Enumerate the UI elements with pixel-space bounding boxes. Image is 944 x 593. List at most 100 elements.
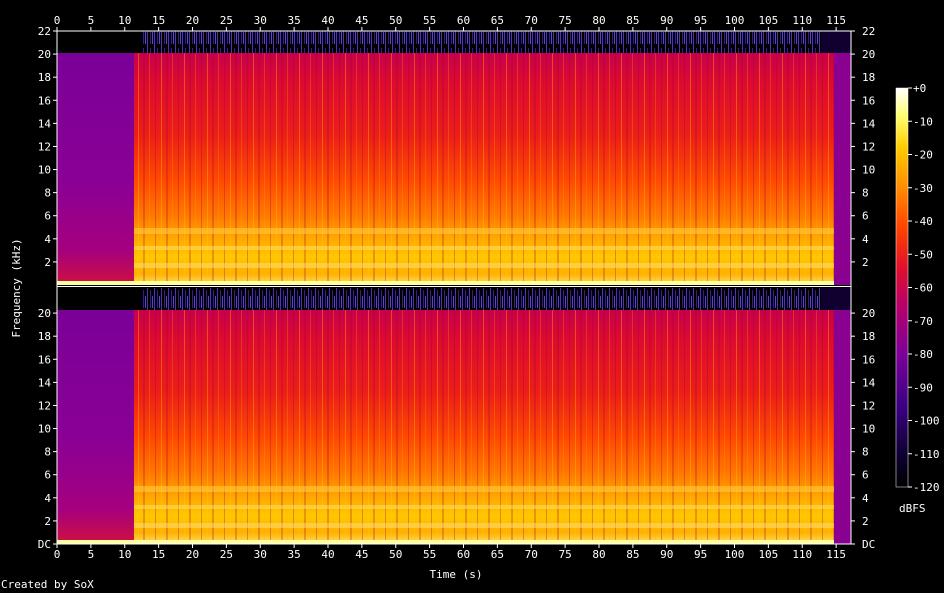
x-tick-label-top: 45: [355, 14, 368, 27]
x-axis-top-ticks: 0 5 10 15 20 25 30 35 40 45 50 55 60 65 70 75 80 85 90 95 10…: [54, 14, 846, 31]
colorbar-ticks: +0 -10 -20 -30 -40 -50 -60 -70 -80 -90 -100 -110 -12…: [908, 82, 940, 494]
y-tick-bottom-label-left: 2: [44, 515, 51, 528]
x-tick-label-top: 0: [54, 14, 61, 27]
y-tick-top-label-right: 8: [862, 187, 869, 200]
x-tick-label-top: 35: [288, 14, 301, 27]
y-tick-top-label-right: 6: [862, 210, 869, 223]
x-tick-label-top: 55: [423, 14, 436, 27]
colorbar-gradient: [895, 87, 909, 488]
x-tick-label-bottom: 95: [694, 548, 707, 561]
channel-2-spectrogram: [57, 288, 851, 544]
x-tick-label-bottom: 10: [118, 548, 131, 561]
x-tick-label-top: 70: [525, 14, 538, 27]
y-tick-top-label-left: 6: [44, 210, 51, 223]
x-tick-label-top: 100: [725, 14, 745, 27]
x-tick-label-bottom: 80: [592, 548, 605, 561]
y-tick-top-label-left: 10: [38, 164, 51, 177]
y-tick-bottom-label-left: 8: [44, 446, 51, 459]
y-tick-bottom-label-left: 10: [38, 423, 51, 436]
colorbar-label: dBFS: [899, 502, 926, 515]
y-tick-top-label-right: 14: [862, 117, 876, 130]
y-tick-bottom-label-right: 6: [862, 469, 869, 482]
y-tick-top-label-left: 20: [38, 48, 51, 61]
x-tick-label-top: 50: [389, 14, 402, 27]
x-tick-label-bottom: 75: [559, 548, 572, 561]
x-tick-label-top: 25: [220, 14, 233, 27]
y-tick-bottom-label-left: 16: [38, 353, 51, 366]
x-tick-label-bottom: 40: [321, 548, 334, 561]
y-tick-top-label-right: 10: [862, 164, 875, 177]
y-tick-top-label-right: 20: [862, 48, 875, 61]
y-tick-top-label-left: 18: [38, 71, 51, 84]
y-tick-bottom-label-left: 20: [38, 307, 51, 320]
colorbar-tick-label: -60: [913, 282, 933, 295]
y-axis-label: Frequency (kHz): [10, 238, 23, 337]
x-tick-label-top: 75: [559, 14, 572, 27]
credit-text: Created by SoX: [1, 578, 94, 591]
colorbar: +0 -10 -20 -30 -40 -50 -60 -70 -80 -90 -100 -110 -12…: [895, 82, 940, 515]
x-tick-label-top: 15: [152, 14, 165, 27]
colorbar-tick-label: -20: [913, 149, 933, 162]
x-tick-label-bottom: 90: [660, 548, 673, 561]
x-tick-label-bottom: 30: [254, 548, 267, 561]
x-tick-label-top: 105: [758, 14, 778, 27]
y-tick-bottom-label-right: 4: [862, 492, 869, 505]
x-tick-label-top: 85: [626, 14, 639, 27]
plot-frame: [56, 30, 852, 545]
colorbar-tick-label: -50: [913, 248, 933, 261]
x-tick-label-bottom: 100: [725, 548, 745, 561]
x-tick-label-bottom: 15: [152, 548, 165, 561]
y-tick-top-label-left: 14: [38, 117, 52, 130]
y-tick-top-label-left: 22: [38, 25, 51, 38]
y-tick-top-label-right: 2: [862, 256, 869, 269]
x-tick-label-bottom: 20: [186, 548, 199, 561]
colorbar-tick-label: -30: [913, 182, 933, 195]
x-tick-label-bottom: 105: [758, 548, 778, 561]
x-axis-bottom-ticks: 0 5 10 15 20 25 30 35 40 45 50 55 60 65 70 75 80 85 90 95 10…: [54, 544, 846, 561]
y-tick-top-label-right: 16: [862, 94, 875, 107]
colorbar-tick-label: -90: [913, 381, 933, 394]
x-tick-label-bottom: 0: [54, 548, 61, 561]
x-tick-label-bottom: 115: [826, 548, 846, 561]
colorbar-tick-label: -100: [913, 415, 940, 428]
y-tick-top-label-left: 12: [38, 140, 51, 153]
x-tick-label-bottom: 85: [626, 548, 639, 561]
colorbar-tick-label: +0: [913, 82, 926, 95]
y-tick-top-label-right: 4: [862, 233, 869, 246]
x-tick-label-bottom: 45: [355, 548, 368, 561]
colorbar-tick-label: -110: [913, 448, 940, 461]
x-tick-label-top: 60: [457, 14, 470, 27]
colorbar-tick-label: -120: [913, 481, 940, 494]
x-axis-label: Time (s): [430, 568, 483, 581]
y-tick-top-label-left: 16: [38, 94, 51, 107]
y-tick-bottom-label-right: 8: [862, 446, 869, 459]
x-tick-label-bottom: 60: [457, 548, 470, 561]
x-tick-label-bottom: 25: [220, 548, 233, 561]
x-tick-label-top: 80: [592, 14, 605, 27]
y-tick-top-label-left: 8: [44, 187, 51, 200]
y-tick-bottom-label-left: 14: [38, 376, 52, 389]
y-tick-top-label-right: 12: [862, 140, 875, 153]
y-tick-top-label-right: 22: [862, 25, 875, 38]
y-tick-bottom-label-right: 14: [862, 376, 876, 389]
x-tick-label-top: 110: [792, 14, 812, 27]
x-tick-label-top: 40: [321, 14, 334, 27]
x-tick-label-bottom: 5: [88, 548, 95, 561]
y-tick-bottom-label-left: DC: [38, 538, 51, 551]
y-tick-bottom-label-right: 10: [862, 423, 875, 436]
y-tick-bottom-label-left: 4: [44, 492, 51, 505]
colorbar-tick-label: -10: [913, 115, 933, 128]
x-tick-label-top: 115: [826, 14, 846, 27]
colorbar-tick-label: -80: [913, 348, 933, 361]
y-tick-bottom-label-right: DC: [862, 538, 875, 551]
x-tick-label-top: 95: [694, 14, 707, 27]
x-tick-label-bottom: 50: [389, 548, 402, 561]
x-tick-label-bottom: 110: [792, 548, 812, 561]
y-tick-top-label-left: 4: [44, 233, 51, 246]
y-tick-bottom-label-right: 18: [862, 330, 875, 343]
y-tick-bottom-label-left: 18: [38, 330, 51, 343]
x-tick-label-bottom: 65: [491, 548, 504, 561]
y-tick-bottom-label-right: 2: [862, 515, 869, 528]
